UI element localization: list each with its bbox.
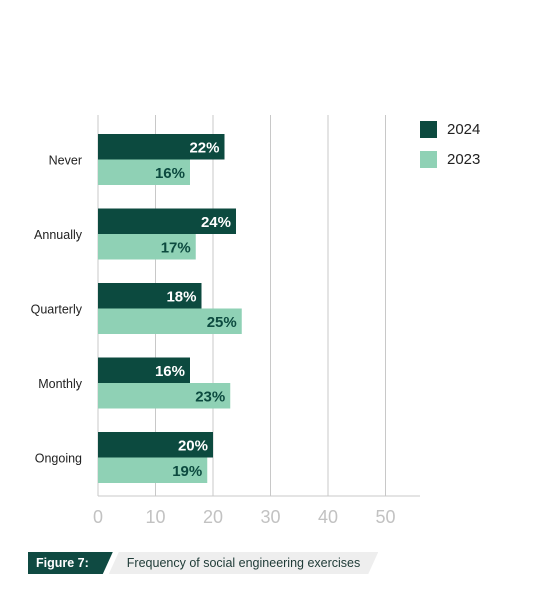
chart-bars: 22%16%24%17%18%25%16%23%20%19% (98, 134, 242, 483)
bar-2024-never (98, 134, 225, 160)
bar-2023-ongoing (98, 457, 208, 483)
bar-2024-quarterly (98, 283, 202, 309)
figure-caption: Figure 7: Frequency of social engineerin… (28, 552, 378, 574)
bar-2024-ongoing (98, 432, 213, 458)
bar-data-label: 17% (161, 239, 191, 256)
legend-label-2023: 2023 (447, 150, 481, 168)
chart-legend: 2024 2023 (420, 114, 480, 174)
category-label: Quarterly (31, 303, 83, 317)
bar-2023-never (98, 159, 190, 185)
bar-data-label: 25% (207, 314, 237, 331)
category-label: Ongoing (35, 452, 82, 466)
bar-data-label: 22% (189, 139, 219, 156)
figure-title: Frequency of social engineering exercise… (109, 552, 378, 574)
category-label: Annually (34, 228, 83, 242)
x-tick-label: 50 (375, 507, 395, 527)
bar-data-label: 24% (201, 214, 231, 231)
chart-category-labels: Never Annually Quarterly Monthly Ongoing (31, 154, 83, 466)
bar-data-label: 20% (178, 437, 208, 454)
x-tick-label: 20 (203, 507, 223, 527)
category-label: Monthly (38, 377, 83, 391)
x-tick-label: 10 (145, 507, 165, 527)
legend-item-2024: 2024 (420, 114, 480, 144)
x-tick-label: 30 (260, 507, 280, 527)
legend-label-2024: 2024 (447, 120, 481, 138)
category-label: Never (49, 154, 82, 168)
bar-data-label: 16% (155, 363, 185, 380)
bar-2023-monthly (98, 383, 231, 409)
bar-2024-annually (98, 208, 236, 234)
legend-swatch-2024 (420, 120, 437, 138)
bar-data-label: 18% (166, 288, 196, 305)
bar-2023-annually (98, 234, 196, 260)
bar-2024-monthly (98, 357, 190, 383)
legend-swatch-2023 (420, 150, 437, 168)
bar-2023-quarterly (98, 308, 242, 334)
x-tick-label: 40 (318, 507, 338, 527)
chart-x-ticks: 0 10 20 30 40 50 (93, 507, 396, 527)
x-tick-label: 0 (93, 507, 103, 527)
bar-data-label: 19% (172, 463, 202, 480)
legend-item-2023: 2023 (420, 144, 480, 174)
bar-data-label: 16% (155, 165, 185, 182)
bar-data-label: 23% (195, 388, 225, 405)
figure-label: Figure 7: (28, 552, 113, 574)
